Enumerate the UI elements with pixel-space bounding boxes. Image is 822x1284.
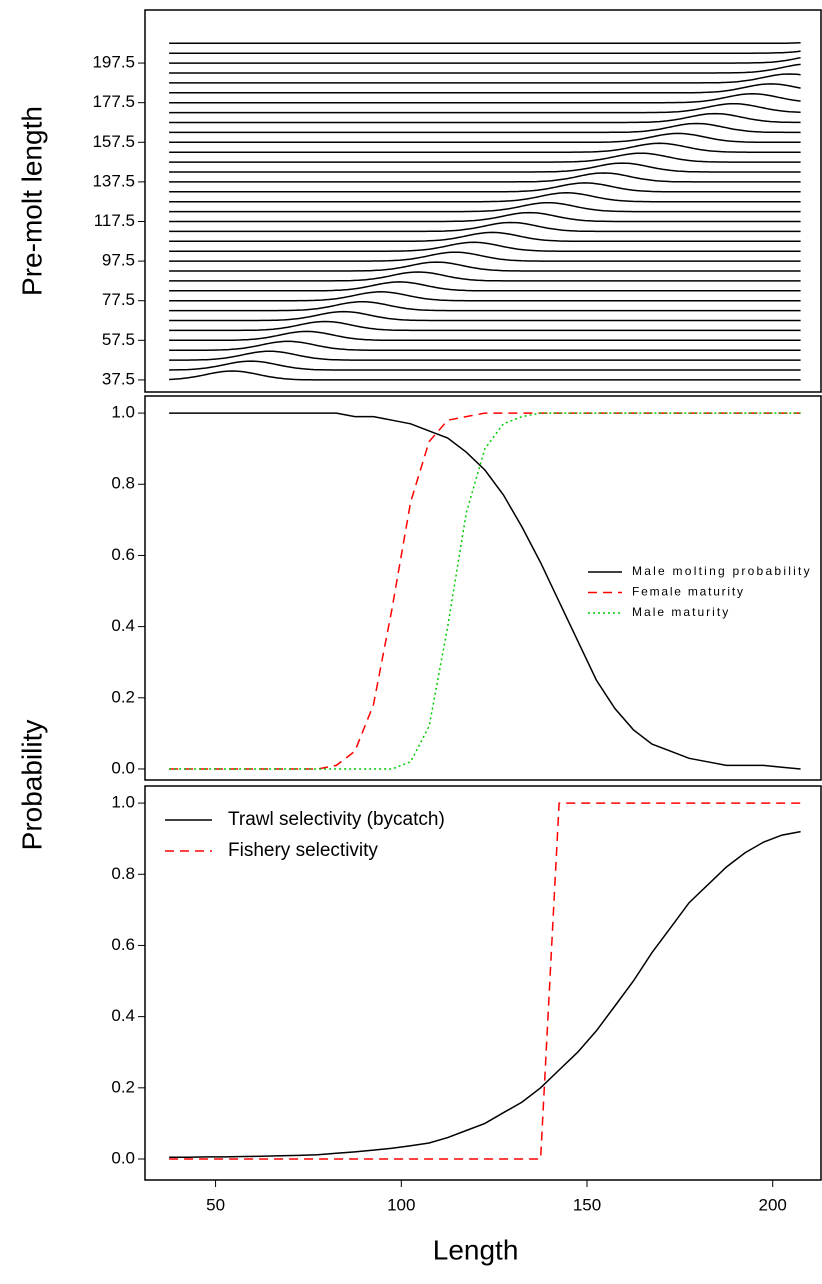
growth-line: [169, 271, 801, 282]
x-axis-title: Length: [433, 1234, 519, 1265]
y-tick-label: 57.5: [102, 330, 135, 349]
y-tick-label: 0.0: [111, 1148, 135, 1167]
growth-line: [169, 310, 801, 322]
growth-line: [169, 221, 801, 233]
growth-line: [169, 73, 801, 84]
legend-label: Fishery selectivity: [228, 840, 378, 861]
growth-line: [169, 251, 801, 262]
y-tick-label: 77.5: [102, 290, 135, 309]
y-tick-label: 0.2: [111, 687, 135, 706]
growth-line: [169, 360, 801, 371]
growth-line: [169, 340, 801, 351]
legend-label: Trawl selectivity (bycatch): [228, 809, 445, 830]
growth-line: [169, 162, 801, 173]
growth-line: [169, 350, 801, 361]
growth-line: [169, 93, 801, 104]
legend-label: Male maturity: [632, 605, 728, 619]
growth-line: [169, 320, 801, 332]
growth-line: [169, 281, 801, 292]
x-tick-label: 200: [759, 1195, 787, 1214]
panel-frame: [144, 785, 822, 1181]
panel-frame: [144, 9, 822, 393]
legend-label: Female maturity: [632, 585, 743, 599]
growth-line: [169, 83, 801, 94]
y-tick-label: 177.5: [92, 92, 135, 111]
series-line: [169, 412, 801, 770]
growth-line: [169, 50, 801, 54]
series-line: [169, 412, 801, 770]
series-line: [169, 802, 801, 1160]
y-tick-label: 0.6: [111, 935, 135, 954]
growth-line: [169, 231, 801, 243]
y-tick-label: 0.6: [111, 545, 135, 564]
y-tick-label: 0.0: [111, 758, 135, 777]
growth-line: [169, 142, 801, 153]
growth-line: [169, 370, 801, 381]
y-tick-label: 0.8: [111, 474, 135, 493]
growth-line: [169, 122, 801, 134]
y-tick-label: 1.0: [111, 403, 135, 422]
y-axis-title: Probability: [16, 720, 47, 851]
y-tick-label: 0.4: [111, 1006, 135, 1025]
growth-line: [169, 112, 801, 124]
y-tick-label: 197.5: [92, 53, 135, 72]
growth-line: [169, 132, 801, 144]
growth-line: [169, 211, 801, 223]
panel-frame: [144, 395, 822, 781]
x-tick-label: 50: [206, 1195, 225, 1214]
growth-line: [169, 192, 801, 203]
growth-line: [169, 152, 801, 163]
y-tick-label: 157.5: [92, 132, 135, 151]
y-tick-label: 37.5: [102, 369, 135, 388]
growth-line: [169, 201, 801, 213]
y-tick-label: 0.2: [111, 1077, 135, 1096]
y-tick-label: 1.0: [111, 793, 135, 812]
growth-line: [169, 182, 801, 193]
x-tick-label: 150: [573, 1195, 601, 1214]
growth-line: [169, 291, 801, 302]
y-tick-label: 117.5: [94, 211, 135, 230]
y-tick-label: 0.4: [111, 616, 135, 635]
growth-line: [169, 63, 801, 74]
legend-label: Male molting probability: [632, 564, 810, 578]
growth-line: [169, 241, 801, 252]
y-tick-label: 137.5: [92, 171, 135, 190]
y-axis-title: Pre-molt length: [16, 106, 47, 296]
y-tick-label: 97.5: [102, 251, 135, 270]
growth-line: [169, 172, 801, 183]
growth-line: [169, 330, 801, 342]
y-tick-label: 0.8: [111, 864, 135, 883]
x-tick-label: 100: [387, 1195, 415, 1214]
series-line: [169, 830, 801, 1158]
growth-line: [169, 261, 801, 272]
growth-line: [169, 300, 801, 312]
growth-line: [169, 56, 801, 64]
growth-line: [169, 42, 801, 45]
growth-line: [169, 102, 801, 114]
